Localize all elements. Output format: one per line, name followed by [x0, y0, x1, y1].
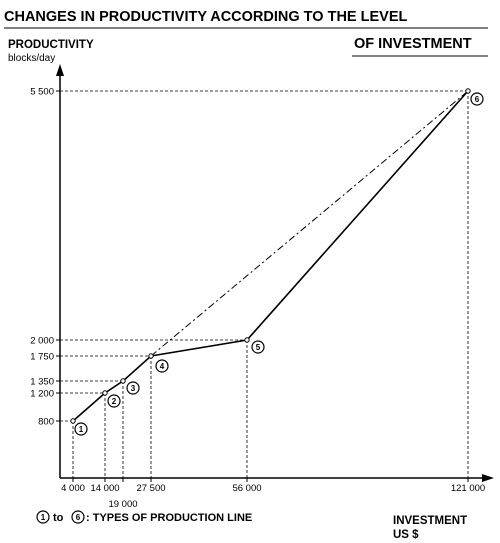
point-marker-1 [74, 422, 88, 436]
point-label-4: 4 [160, 362, 165, 371]
chart-title-line2: OF INVESTMENT [354, 36, 472, 52]
x-tick-label: 56 000 [232, 483, 261, 494]
point-label-1: 1 [79, 425, 84, 434]
data-point-3 [120, 378, 126, 384]
y-tick-label: 1 750 [30, 352, 54, 363]
x-tick-label: 121 000 [451, 483, 485, 494]
point-label-5: 5 [256, 343, 261, 352]
point-label-3: 3 [131, 384, 136, 393]
series-group [72, 90, 469, 422]
legend-marker-to [71, 510, 85, 524]
data-point-6 [465, 88, 471, 94]
point-marker-5 [251, 340, 265, 354]
legend-marker-to-label: 6 [76, 513, 81, 522]
point-label-6: 6 [475, 95, 480, 104]
y-tick-label: 1 350 [30, 377, 54, 388]
y-axis-label-line2: blocks/day [8, 53, 55, 64]
legend-text: : TYPES OF PRODUCTION LINE [86, 512, 252, 524]
guide-lines [60, 90, 469, 478]
point-marker-3 [126, 381, 140, 395]
legend-to-word: to [53, 512, 64, 524]
legend-marker-from [36, 510, 50, 524]
x-tick-group: 4 000 14 000 19 000 27 500 56 000 121 000 [61, 478, 485, 510]
data-point-4 [148, 353, 154, 359]
x-axis-arrow [482, 474, 494, 482]
y-axis-label-line1: PRODUCTIVITY [8, 39, 94, 51]
x-tick-label: 14 000 [90, 483, 119, 494]
y-tick-label: 800 [38, 417, 54, 428]
x-axis-label-line1: INVESTMENT [393, 515, 467, 527]
x-tick-label: 19 000 [108, 499, 137, 510]
point-label-2: 2 [112, 397, 117, 406]
y-tick-label: 5 500 [30, 87, 54, 98]
point-marker-6 [470, 92, 484, 106]
legend: 1 to 6 : TYPES OF PRODUCTION LINE [36, 510, 252, 524]
point-marker-2 [107, 394, 121, 408]
y-tick-label: 2 000 [30, 336, 54, 347]
y-axis-arrow [56, 64, 64, 76]
y-tick-label: 1 200 [30, 389, 54, 400]
series-line-solid [72, 90, 469, 422]
x-axis-label-line2: US $ [393, 529, 419, 541]
point-group: 1 2 3 4 5 6 [70, 88, 484, 436]
data-point-5 [244, 337, 250, 343]
chart-title-line1: CHANGES IN PRODUCTIVITY ACCORDING TO THE… [4, 9, 407, 25]
series-line-dash-dot [150, 90, 469, 357]
x-tick-label: 4 000 [61, 483, 85, 494]
x-tick-label: 27 500 [136, 483, 165, 494]
point-marker-4 [155, 359, 169, 373]
data-point-2 [102, 390, 108, 396]
legend-marker-from-label: 1 [41, 513, 46, 522]
data-point-1 [70, 418, 76, 424]
